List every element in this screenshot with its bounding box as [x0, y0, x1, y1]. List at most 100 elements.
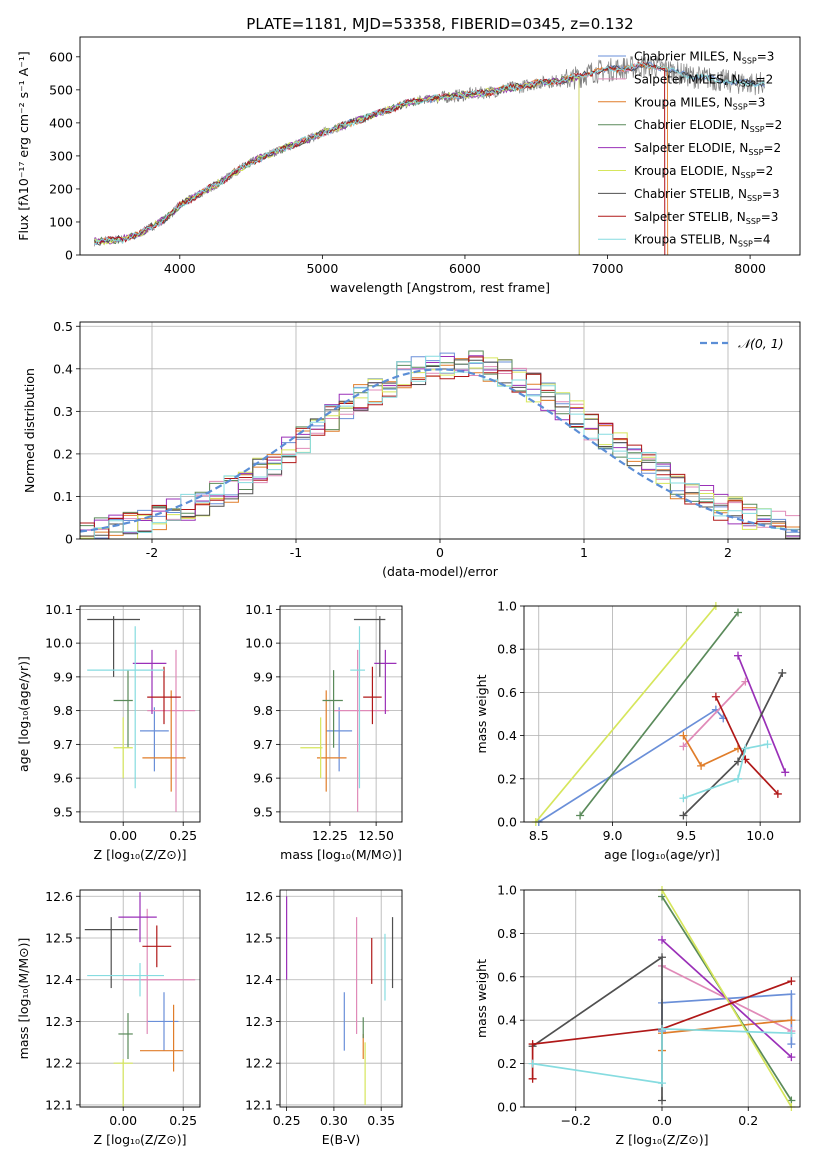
legend-n-ssp-prefix: , N — [733, 118, 750, 132]
y-tick-label: 0.3 — [53, 404, 73, 419]
x-tick-label: −0.2 — [561, 1113, 591, 1128]
y-tick-label: 9.6 — [53, 771, 73, 786]
weight-point-chabrier-elodie — [576, 811, 585, 820]
weight-point-salpeter-stelib — [773, 789, 782, 798]
weight-point-chabrier-stelib — [778, 668, 787, 677]
mass-vs-ebv-panel: 0.25 0.30 0.35 12.1 12.2 12.3 12.4 12.5 12.6 E(B-… — [245, 889, 403, 1147]
x-tick-label: 9.5 — [676, 828, 696, 843]
model-line-kroupa-stelib — [93, 62, 765, 246]
model-line-salpeter-stelib — [94, 61, 666, 255]
legend-name: Kroupa STELIB — [634, 233, 721, 247]
y-tick-label: 300 — [49, 148, 73, 163]
y-tick-label: 12.6 — [45, 889, 73, 904]
y-tick-label: 12.3 — [245, 1014, 273, 1029]
weight-vs-age-panel: 8.5 9.0 9.5 10.0 0.0 0.2 0.4 0.6 0.8 1.0 age [log₁… — [474, 599, 801, 862]
y-tick-label: 600 — [49, 49, 73, 64]
legend-n-ssp-value: 2 — [766, 72, 774, 86]
x-tick-label: 0.00 — [109, 828, 137, 843]
histogram-kroupa-stelib — [80, 355, 800, 539]
legend-n-ssp-value: 3 — [772, 187, 780, 201]
y-tick-label: 10.0 — [245, 636, 273, 651]
y-tick-label: 12.3 — [45, 1014, 73, 1029]
residuals-panel: -2 -1 0 1 2 0 0.1 0.2 0.3 0.4 0.5 (data-model)/erro… — [22, 319, 801, 579]
weight-point-salpeter-elodie — [658, 935, 666, 944]
x-tick-label: 0 — [436, 545, 444, 560]
legend-name: Salpeter ELODIE — [634, 141, 732, 155]
y-tick-label: 0.8 — [497, 642, 517, 657]
x-tick-label: 12.25 — [312, 828, 348, 843]
weight-point-kroupa-miles — [787, 1016, 796, 1025]
y-tick-label: 0.8 — [497, 926, 517, 941]
plot-frame — [523, 889, 801, 1108]
y-tick-label: 0.4 — [497, 1013, 517, 1028]
legend-n-ssp-subscript: SSP — [747, 194, 762, 203]
y-tick-label: 12.4 — [45, 972, 73, 987]
y-tick-label: 400 — [49, 115, 73, 130]
legend-n-ssp-prefix: , N — [724, 164, 741, 178]
x-tick-label: -1 — [290, 545, 302, 560]
legend-n-ssp-value: 3 — [758, 95, 766, 109]
y-tick-label: 12.1 — [45, 1097, 73, 1112]
weight-point-salpeter-stelib — [528, 1040, 537, 1049]
legend-name: Salpeter STELIB — [634, 210, 729, 224]
weight-point-chabrier-stelib — [679, 811, 688, 820]
plot-frame — [79, 321, 801, 540]
legend-n-ssp-subscript: SSP — [738, 240, 753, 249]
weight-line-chabrier-miles — [661, 993, 793, 1045]
weight-point-kroupa-stelib — [734, 774, 743, 783]
legend-n-ssp-eq: = — [765, 118, 775, 132]
legend-n-ssp-value: 3 — [771, 210, 779, 224]
y-axis-label: Normed distribution — [22, 368, 37, 493]
plot-frame — [79, 889, 201, 1108]
legend-n-ssp-prefix: , N — [724, 72, 741, 86]
legend-n-ssp-eq: = — [756, 164, 766, 178]
legend-n-ssp-prefix: , N — [725, 50, 742, 64]
weight-point-chabrier-stelib — [658, 953, 666, 962]
weight-line-kroupa-elodie — [661, 890, 793, 1107]
y-tick-label: 0.2 — [53, 446, 73, 461]
y-tick-label: 0.4 — [53, 361, 73, 376]
weight-point-kroupa-stelib — [658, 1024, 666, 1033]
plot-frame — [523, 605, 801, 823]
y-tick-label: 1.0 — [497, 883, 517, 898]
plot-frame — [79, 605, 201, 823]
y-axis-label: mass weight — [474, 959, 489, 1038]
weight-line-chabrier-miles — [538, 708, 724, 822]
y-tick-label: 100 — [49, 214, 73, 229]
y-tick-label: 200 — [49, 181, 73, 196]
x-axis-label: (data-model)/error — [382, 564, 499, 579]
y-tick-label: 0.2 — [497, 771, 517, 786]
weight-point-chabrier-miles — [787, 1040, 796, 1049]
legend-label-chabrier-miles: Chabrier MILES, NSSP=3 — [634, 50, 774, 66]
x-tick-label: 0.35 — [367, 1113, 395, 1128]
model-line-kroupa-miles — [93, 62, 669, 255]
x-tick-label: -2 — [146, 545, 158, 560]
weight-line-kroupa-stelib — [532, 1028, 792, 1085]
y-tick-label: 9.8 — [253, 703, 273, 718]
legend-n-ssp-value: 2 — [766, 164, 774, 178]
weight-point-kroupa-stelib — [658, 1079, 666, 1088]
y-tick-label: 10.0 — [45, 636, 73, 651]
y-tick-label: 9.8 — [53, 703, 73, 718]
weight-point-salpeter-stelib — [711, 692, 720, 701]
y-axis-label: mass weight — [474, 674, 489, 753]
x-tick-label: 8.5 — [529, 828, 549, 843]
x-axis-label: age [log₁₀(age/yr)] — [604, 847, 720, 862]
plot-frame — [279, 605, 403, 823]
legend-n-ssp-eq: = — [761, 210, 771, 224]
legend-label-salpeter-miles: Salpeter MILES, NSSP=2 — [634, 72, 773, 88]
x-axis-label: Z [log₁₀(Z/Z⊙)] — [94, 1132, 187, 1147]
x-tick-label: 12.50 — [358, 828, 394, 843]
legend-label-salpeter-elodie: Salpeter ELODIE, NSSP=2 — [634, 141, 781, 157]
weight-point-chabrier-stelib — [658, 1096, 666, 1105]
weight-vs-metallicity-panel: −0.2 0.0 0.2 0.0 0.2 0.4 0.6 0.8 1.0 Z [log₁₀(Z/Z… — [474, 883, 801, 1147]
histogram-salpeter-stelib — [80, 356, 800, 539]
x-tick-label: 0.2 — [738, 1113, 758, 1128]
x-tick-label: 0.25 — [273, 1113, 301, 1128]
weight-point-salpeter-stelib — [787, 977, 796, 986]
x-axis-label: E(B-V) — [322, 1132, 361, 1147]
legend-n-ssp-subscript: SSP — [750, 125, 765, 134]
legend-label-kroupa-miles: Kroupa MILES, NSSP=3 — [634, 95, 765, 111]
x-tick-label: 0.00 — [109, 1113, 137, 1128]
legend-label-normal: 𝒩(0, 1) — [738, 336, 784, 351]
